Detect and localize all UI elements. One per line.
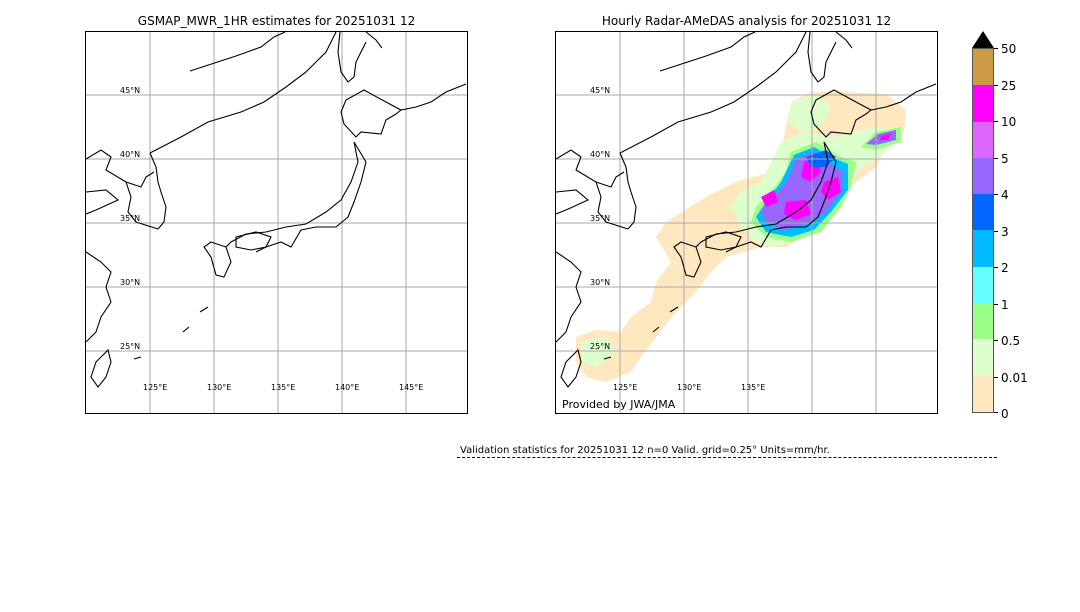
lon-label-125: 125°E: [143, 383, 168, 392]
stats-divider: [457, 457, 997, 458]
colorbar-tick-25: 25: [1001, 79, 1017, 93]
lat-label-35: 35°N: [590, 214, 611, 223]
colorbar-tick-0.01: 0.01: [1001, 371, 1028, 385]
lat-label-45: 45°N: [590, 86, 611, 95]
lon-label-125: 125°E: [613, 383, 638, 392]
lat-label-40: 40°N: [590, 150, 611, 159]
colorbar-tick-4: 4: [1001, 188, 1009, 202]
colorbar-tick-5: 5: [1001, 152, 1009, 166]
lat-label-30: 30°N: [590, 278, 611, 287]
colorbar-seg-25-50: [973, 49, 993, 86]
lat-label-25: 25°N: [590, 342, 611, 351]
colorbar-seg-10-25: [973, 85, 993, 122]
colorbar-tick-3: 3: [1001, 225, 1009, 239]
right-map: 45°N 40°N 35°N 30°N 25°N 125°E 130°E 135…: [555, 31, 938, 414]
colorbar-tick-50: 50: [1001, 42, 1017, 56]
colorbar-tick-0: 0: [1001, 407, 1009, 421]
colorbar-seg-4-5: [973, 157, 993, 195]
colorbar-tick-0.5: 0.5: [1001, 334, 1021, 348]
lat-label-25: 25°N: [120, 342, 141, 351]
colorbar-tick-2: 2: [1001, 261, 1009, 275]
lat-label-35: 35°N: [120, 214, 141, 223]
left-map: 45°N 40°N 35°N 30°N 25°N 125°E 130°E 135…: [85, 31, 468, 414]
lon-label-130: 130°E: [207, 383, 232, 392]
colorbar-seg-2-3: [973, 230, 993, 267]
left-map-canvas: [86, 32, 467, 413]
right-map-title: Hourly Radar-AMeDAS analysis for 2025103…: [601, 14, 892, 28]
lat-label-45: 45°N: [120, 86, 141, 95]
lat-label-30: 30°N: [120, 278, 141, 287]
colorbar-extend-arrow: [972, 31, 994, 48]
lon-label-140: 140°E: [335, 383, 360, 392]
colorbar-seg-0-001: [973, 375, 993, 412]
lon-label-145: 145°E: [399, 383, 424, 392]
validation-stats: Validation statistics for 20251031 12 n=…: [460, 445, 830, 456]
colorbar-tick-10: 10: [1001, 115, 1017, 129]
colorbar-seg-3-4: [973, 194, 993, 231]
colorbar-seg-5-10: [973, 121, 993, 158]
colorbar-seg-1-2: [973, 266, 993, 304]
colorbar-tick-1: 1: [1001, 298, 1009, 312]
lat-label-40: 40°N: [120, 150, 141, 159]
lon-label-135: 135°E: [271, 383, 296, 392]
colorbar-seg-001-05: [973, 339, 993, 376]
lon-label-135: 135°E: [741, 383, 766, 392]
data-credit: Provided by JWA/JMA: [562, 398, 676, 411]
right-map-canvas: [556, 32, 937, 413]
colorbar-seg-05-1: [973, 303, 993, 340]
colorbar: [972, 48, 994, 413]
lon-label-130: 130°E: [677, 383, 702, 392]
left-map-title: GSMAP_MWR_1HR estimates for 20251031 12: [137, 14, 416, 28]
